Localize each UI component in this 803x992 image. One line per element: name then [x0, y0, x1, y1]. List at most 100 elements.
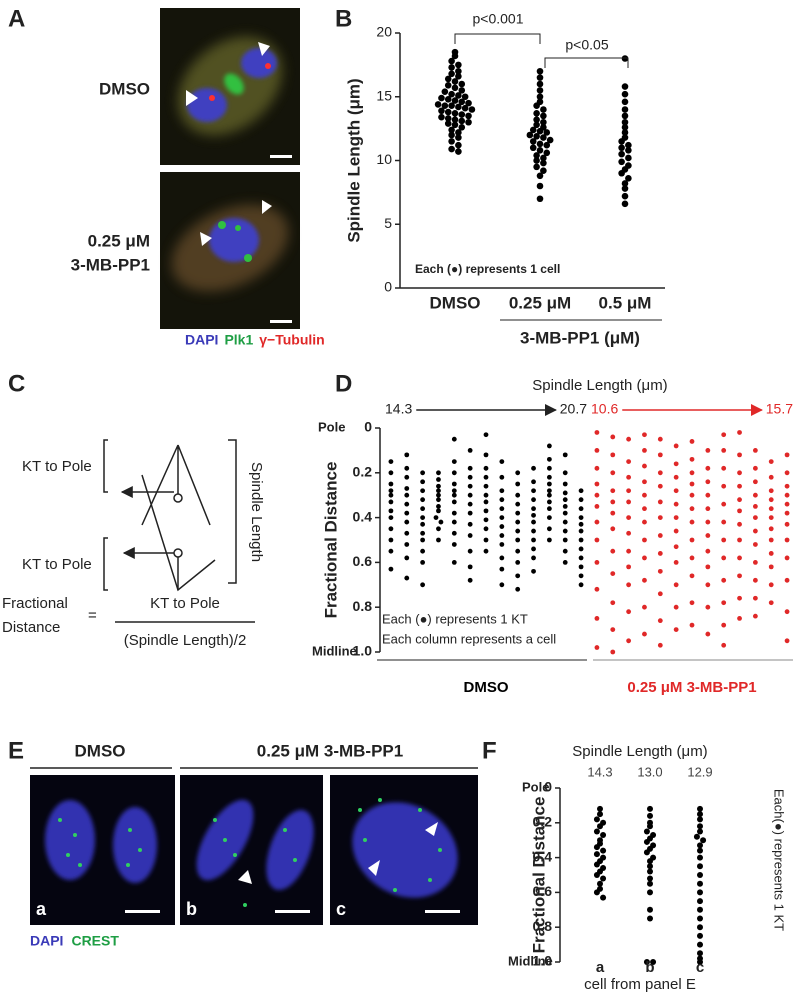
dot	[467, 564, 473, 570]
label: (Spindle Length)/2	[124, 632, 247, 649]
dot	[647, 812, 653, 819]
dot	[647, 858, 653, 865]
dot	[593, 889, 600, 896]
dot	[657, 483, 663, 489]
x-tick-label: DMSO	[430, 293, 481, 312]
dot	[705, 604, 711, 610]
dot	[451, 459, 457, 464]
dot	[578, 564, 584, 570]
dot	[689, 456, 695, 462]
dot	[657, 499, 663, 505]
dot	[531, 479, 536, 485]
dot	[626, 609, 632, 615]
dot	[515, 528, 521, 534]
dot	[546, 481, 552, 487]
dot	[433, 515, 439, 520]
dot	[621, 124, 629, 131]
dot	[673, 443, 679, 449]
dot	[784, 452, 790, 458]
spindle-length: 14.3	[587, 764, 612, 779]
dot	[448, 131, 455, 139]
dot	[594, 430, 600, 435]
dot	[420, 521, 426, 527]
dot	[444, 81, 452, 89]
dot	[448, 102, 455, 109]
x-tick-label: b	[645, 959, 654, 976]
dot	[610, 627, 616, 632]
dot	[562, 519, 568, 525]
dot	[467, 577, 473, 583]
dot	[458, 87, 466, 94]
dot	[388, 537, 394, 543]
dot	[441, 88, 449, 95]
dot	[533, 110, 540, 117]
dot	[467, 533, 473, 538]
dot	[697, 932, 703, 939]
label: KT to Pole	[22, 458, 92, 475]
dot	[388, 499, 394, 505]
dot	[451, 97, 459, 104]
dot	[483, 452, 489, 458]
dot	[451, 436, 457, 442]
dot	[642, 604, 647, 610]
dot	[404, 501, 410, 507]
dot	[626, 638, 632, 644]
dot	[499, 533, 505, 538]
dot	[536, 67, 544, 75]
dot	[621, 180, 629, 187]
dot	[618, 138, 625, 145]
dot	[625, 141, 632, 149]
dot	[768, 488, 774, 494]
dot	[388, 459, 394, 464]
dot	[441, 102, 449, 109]
y-tick-label: 0.6	[533, 883, 553, 899]
dot	[562, 452, 568, 458]
dot	[499, 474, 505, 480]
legend-label: γ−Tubulin	[259, 332, 324, 348]
label: KT to Pole	[22, 556, 92, 573]
dot	[436, 483, 441, 489]
dot	[647, 805, 653, 812]
dot	[784, 492, 790, 498]
dot	[499, 582, 505, 588]
dot	[436, 504, 441, 509]
dot	[621, 200, 629, 208]
dot	[468, 106, 476, 113]
dot	[531, 512, 536, 518]
dot	[448, 126, 455, 134]
dot	[621, 83, 629, 90]
dot	[721, 555, 727, 561]
dot	[420, 582, 426, 588]
y-axis-label: Spindle Length (μm)	[344, 78, 363, 242]
y-tick-label: 5	[384, 215, 392, 231]
dot	[643, 838, 650, 845]
dot	[594, 586, 600, 592]
dot	[499, 459, 505, 464]
dot	[515, 560, 521, 565]
dot	[578, 555, 584, 561]
dot	[455, 141, 462, 149]
dot	[697, 924, 703, 931]
dot	[597, 811, 603, 818]
dot	[697, 898, 703, 905]
dot	[388, 508, 394, 514]
dot	[594, 448, 600, 453]
dot	[697, 842, 703, 849]
dot	[647, 880, 653, 887]
dot	[451, 542, 457, 547]
dot	[594, 504, 600, 509]
dot	[536, 172, 544, 180]
dot	[467, 483, 473, 489]
dot	[515, 537, 521, 543]
dot	[451, 481, 457, 487]
dot	[721, 537, 727, 543]
dot	[626, 582, 632, 588]
dot	[650, 959, 657, 965]
dot	[618, 144, 625, 152]
dot	[752, 595, 758, 601]
dot	[536, 127, 544, 135]
dot	[657, 568, 663, 574]
dot	[697, 889, 703, 896]
dot	[768, 551, 774, 556]
dot	[543, 141, 551, 149]
